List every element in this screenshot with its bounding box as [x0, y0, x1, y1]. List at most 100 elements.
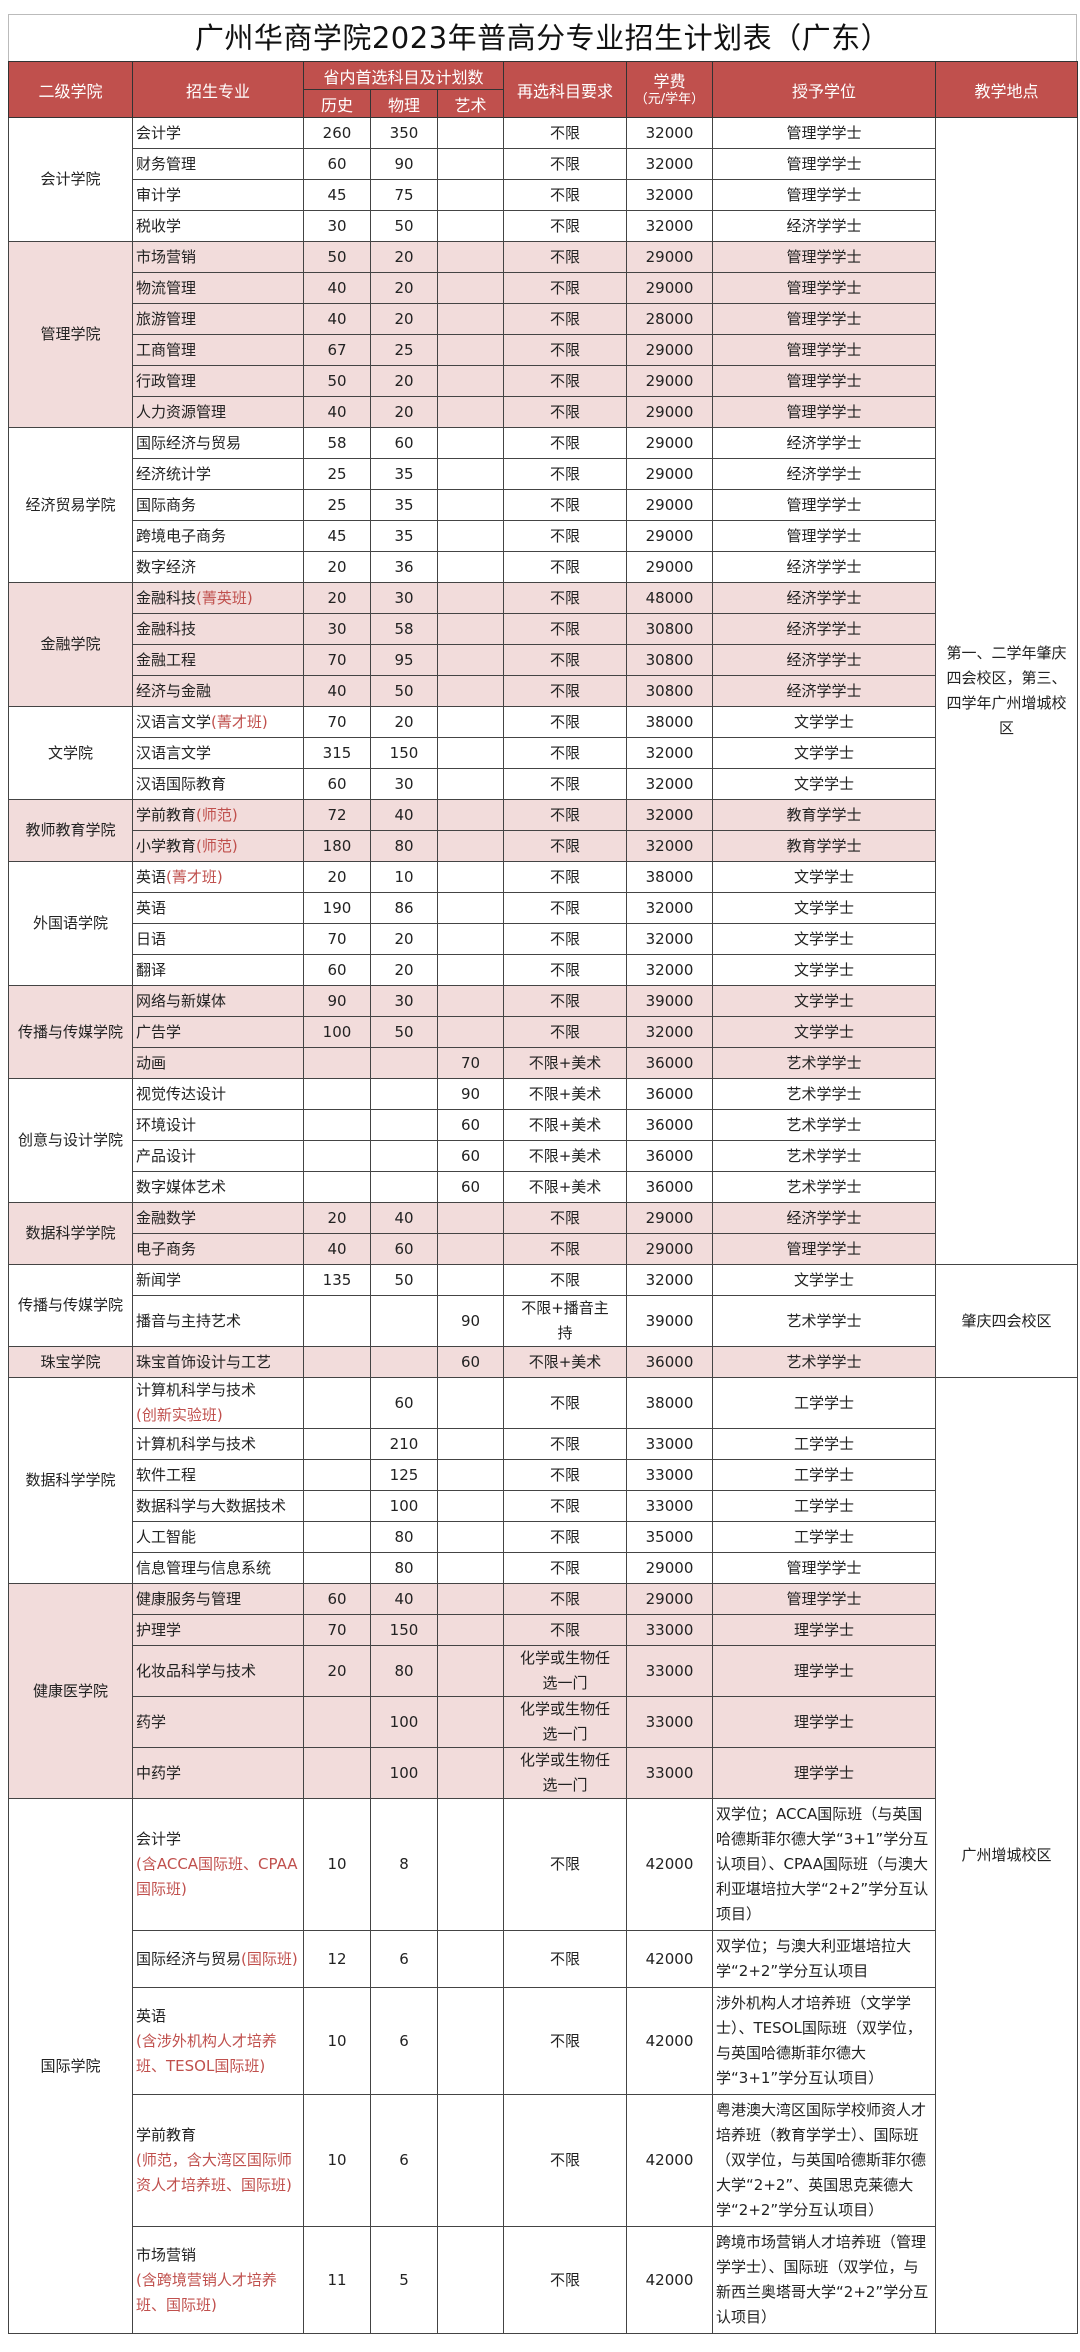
major-name: 财务管理	[136, 154, 197, 173]
physics-count: 20	[370, 396, 438, 428]
physics-count: 5	[370, 2226, 438, 2334]
physics-count: 60	[370, 427, 438, 459]
major-name: 国际经济与贸易	[136, 433, 242, 452]
tuition-value: 33000	[626, 1645, 713, 1697]
enrollment-table: 二级学院 招生专业 省内首选科目及计划数 再选科目要求 学费 （元/学年） 授予…	[8, 61, 1078, 2334]
major-note: (师范，含大湾区国际师资人才培养班、国际班)	[136, 2151, 292, 2194]
physics-count: 30	[370, 985, 438, 1017]
major-cell: 中药学	[132, 1747, 304, 1799]
degree-value: 双学位；ACCA国际班（与英国哈德斯菲尔德大学“3+1”学分互认项目）、CPAA…	[712, 1798, 936, 1931]
major-note: (创新实验班)	[136, 1406, 223, 1424]
degree-value: 文学学士	[712, 892, 936, 924]
history-count: 40	[303, 303, 371, 335]
art-count	[437, 1987, 504, 2095]
physics-count: 150	[370, 1614, 438, 1646]
college-cell: 文学院	[8, 706, 133, 800]
page-title: 广州华商学院2023年普高分专业招生计划表（广东）	[8, 14, 1077, 61]
major-cell: 经济与金融	[132, 675, 304, 707]
degree-value: 艺术学学士	[712, 1140, 936, 1172]
major-cell: 人力资源管理	[132, 396, 304, 428]
degree-value: 管理学学士	[712, 1552, 936, 1584]
major-name: 行政管理	[136, 371, 197, 390]
subject-requirement: 不限	[503, 148, 627, 180]
major-cell: 市场营销	[132, 241, 304, 273]
table-row: 学前教育 (师范，含大湾区国际师资人才培养班、国际班) 10 6 不限 42000 粤港澳大…	[9, 2094, 1078, 2227]
table-row: 工商管理 67 25 不限 29000 管理学学士	[9, 334, 1078, 366]
history-count: 12	[303, 1930, 371, 1988]
major-name: 珠宝首饰设计与工艺	[136, 1352, 272, 1371]
major-cell: 英语	[132, 892, 304, 924]
history-count	[303, 1377, 371, 1429]
college-cell: 管理学院	[8, 241, 133, 428]
degree-value: 理学学士	[712, 1696, 936, 1748]
tuition-value: 29000	[626, 458, 713, 490]
physics-count: 58	[370, 613, 438, 645]
tuition-value: 30800	[626, 675, 713, 707]
art-count	[437, 1552, 504, 1584]
table-row: 电子商务 40 60 不限 29000 管理学学士	[9, 1233, 1078, 1265]
degree-value: 文学学士	[712, 923, 936, 955]
table-row: 创意与设计学院 视觉传达设计 90 不限+美术 36000 艺术学学士	[8, 1078, 1078, 1203]
subject-requirement: 化学或生物任选一门	[503, 1696, 627, 1748]
tuition-value: 29000	[626, 396, 713, 428]
history-count: 135	[303, 1264, 371, 1296]
physics-count	[370, 1346, 438, 1378]
major-cell: 跨境电子商务	[132, 520, 304, 552]
table-row: 财务管理 60 90 不限 32000 管理学学士	[9, 148, 1078, 180]
tuition-value: 32000	[626, 1016, 713, 1048]
degree-value: 管理学学士	[712, 1583, 936, 1615]
degree-value: 管理学学士	[712, 241, 936, 273]
degree-value: 文学学士	[712, 861, 936, 893]
art-count	[437, 396, 504, 428]
table-row: 广告学 100 50 不限 32000 文学学士	[9, 1016, 1078, 1048]
art-count	[437, 768, 504, 800]
major-cell: 审计学	[132, 179, 304, 211]
tuition-value: 29000	[626, 365, 713, 397]
table-row: 汉语言文学 315 150 不限 32000 文学学士	[9, 737, 1078, 769]
physics-count	[370, 1078, 438, 1110]
college-cell: 会计学院	[8, 117, 133, 242]
degree-value: 工学学士	[712, 1377, 936, 1429]
major-name: 环境设计	[136, 1115, 197, 1134]
physics-count: 20	[370, 303, 438, 335]
major-cell: 金融科技	[132, 613, 304, 645]
major-cell: 数字媒体艺术	[132, 1171, 304, 1203]
major-cell: 护理学	[132, 1614, 304, 1646]
header-tuition-label: 学费	[653, 71, 686, 91]
physics-count: 6	[370, 2094, 438, 2227]
physics-count: 8	[370, 1798, 438, 1931]
major-cell: 国际商务	[132, 489, 304, 521]
major-name: 小学教育	[136, 836, 197, 855]
tuition-value: 33000	[626, 1490, 713, 1522]
subject-requirement: 不限	[503, 1264, 627, 1296]
major-note: (菁才班)	[211, 712, 268, 731]
tuition-value: 33000	[626, 1614, 713, 1646]
major-name: 计算机科学与技术	[136, 1381, 257, 1399]
subject-requirement: 不限	[503, 1202, 627, 1234]
degree-value: 理学学士	[712, 1747, 936, 1799]
table-row: 动画 70 不限+美术 36000 艺术学学士	[9, 1047, 1078, 1079]
major-cell: 药学	[132, 1696, 304, 1748]
art-count	[437, 241, 504, 273]
history-count: 70	[303, 644, 371, 676]
history-count: 20	[303, 551, 371, 583]
tuition-value: 36000	[626, 1047, 713, 1079]
table-row: 金融工程 70 95 不限 30800 经济学学士	[9, 644, 1078, 676]
physics-count: 80	[370, 1645, 438, 1697]
art-count	[437, 334, 504, 366]
major-cell: 珠宝首饰设计与工艺	[132, 1346, 304, 1378]
major-name: 护理学	[136, 1620, 182, 1639]
major-name: 日语	[136, 929, 167, 948]
history-count: 180	[303, 830, 371, 862]
history-count	[303, 1521, 371, 1553]
art-count	[437, 2226, 504, 2334]
table-row: 传播与传媒学院 新闻学 135 50 不限 32000 文学学士 肇庆四会校区	[8, 1264, 1078, 1378]
table-row: 文学院 汉语言文学(菁才班) 70 20 不限 38000 文学学士	[8, 706, 1078, 800]
history-count	[303, 1490, 371, 1522]
degree-value: 文学学士	[712, 706, 936, 738]
table-row: 人力资源管理 40 20 不限 29000 管理学学士	[9, 396, 1078, 428]
degree-value: 教育学学士	[712, 799, 936, 831]
physics-count: 36	[370, 551, 438, 583]
subject-requirement: 不限	[503, 1016, 627, 1048]
tuition-value: 29000	[626, 334, 713, 366]
